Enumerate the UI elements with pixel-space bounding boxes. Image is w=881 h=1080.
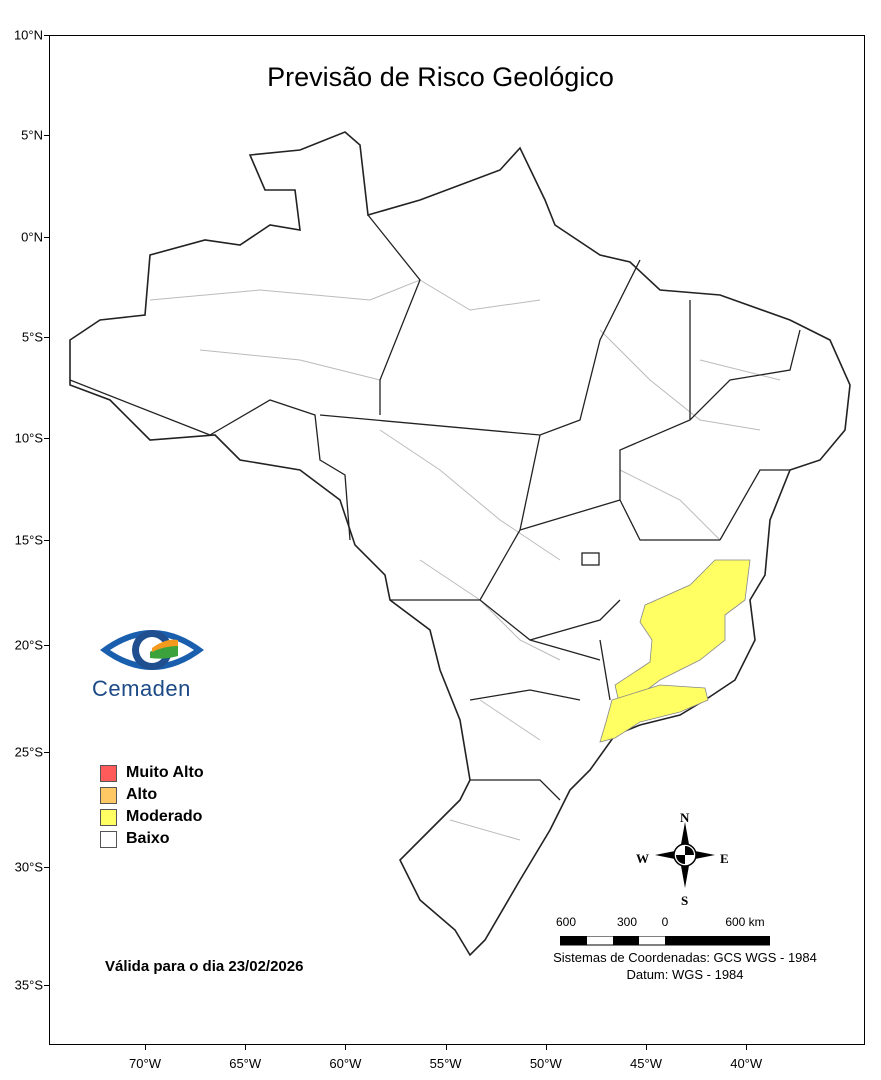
latitude-label: 5°N: [21, 127, 43, 143]
longitude-label: 60°W: [329, 1056, 362, 1071]
scale-label: 600: [555, 915, 577, 929]
legend-label: Alto: [126, 786, 158, 803]
tick: [245, 1044, 247, 1050]
map-title: Previsão de Risco Geológico: [267, 62, 614, 92]
risk-area-moderado: [599, 559, 751, 743]
tick: [145, 1044, 146, 1050]
tick: [44, 867, 50, 868]
latitude-label: 10°N: [13, 27, 43, 43]
longitude-label: 55°W: [429, 1056, 462, 1071]
tick: [545, 1044, 547, 1050]
longitude-label: 45°W: [630, 1056, 662, 1071]
latitude-label: 0°N: [21, 229, 43, 245]
latitude-label: 25°S: [14, 744, 43, 760]
tick: [44, 438, 50, 439]
scale-label: 300: [616, 915, 638, 929]
tick: [44, 645, 50, 646]
latitude-label: 15°S: [14, 532, 43, 548]
longitude-label: 65°W: [229, 1056, 262, 1071]
compass-rose-icon: [655, 822, 715, 888]
datum: Datum: WGS - 1984: [626, 967, 744, 982]
cemaden-logo: [100, 630, 204, 670]
coordinate-system: Sistemas de Coordenadas: GCS WGS - 1984: [553, 950, 817, 965]
latitude-label: 35°S: [14, 977, 43, 993]
legend-item: Muito Alto: [100, 762, 204, 784]
legend-item: Baixo: [100, 828, 204, 850]
tick: [44, 985, 50, 986]
legend-item: Moderado: [100, 806, 204, 828]
tick: [44, 35, 50, 36]
tick: [345, 1044, 347, 1050]
legend-label: Muito Alto: [126, 764, 204, 781]
scale-bar: [560, 936, 770, 946]
legend-swatch: [100, 786, 117, 804]
tick: [44, 237, 50, 238]
compass-w: W: [636, 851, 649, 866]
legend-label: Baixo: [126, 830, 170, 847]
legend: Muito Alto Alto Moderado Baixo: [100, 762, 204, 850]
latitude-label: 5°S: [21, 329, 43, 345]
legend-swatch: [100, 808, 117, 826]
longitude-label: 50°W: [529, 1056, 562, 1071]
internal-boundaries: [149, 279, 781, 841]
latitude-label: 20°S: [14, 637, 43, 653]
scale-label: 0: [661, 915, 669, 929]
compass-e: E: [720, 851, 729, 866]
compass-s: S: [681, 893, 689, 908]
scale-label: 600 km: [725, 915, 765, 929]
legend-swatch: [100, 830, 117, 848]
legend-swatch: [100, 764, 117, 782]
latitude-label: 10°S: [14, 430, 43, 446]
compass-n: N: [680, 810, 690, 825]
state-boundaries: [69, 214, 801, 801]
brazil-outline: [69, 131, 851, 957]
legend-label: Moderado: [126, 808, 203, 825]
longitude-label: 40°W: [730, 1056, 763, 1071]
tick: [44, 135, 50, 136]
logo-text: Cemaden: [92, 676, 191, 701]
validity-date: Válida para o dia 23/02/2026: [105, 958, 304, 975]
latitude-label: 30°S: [14, 859, 43, 875]
tick: [44, 337, 50, 338]
tick: [44, 752, 50, 753]
tick: [445, 1044, 447, 1050]
tick: [746, 1044, 748, 1050]
tick: [44, 540, 50, 541]
legend-item: Alto: [100, 784, 204, 806]
tick: [646, 1044, 647, 1050]
longitude-label: 70°W: [129, 1056, 161, 1071]
